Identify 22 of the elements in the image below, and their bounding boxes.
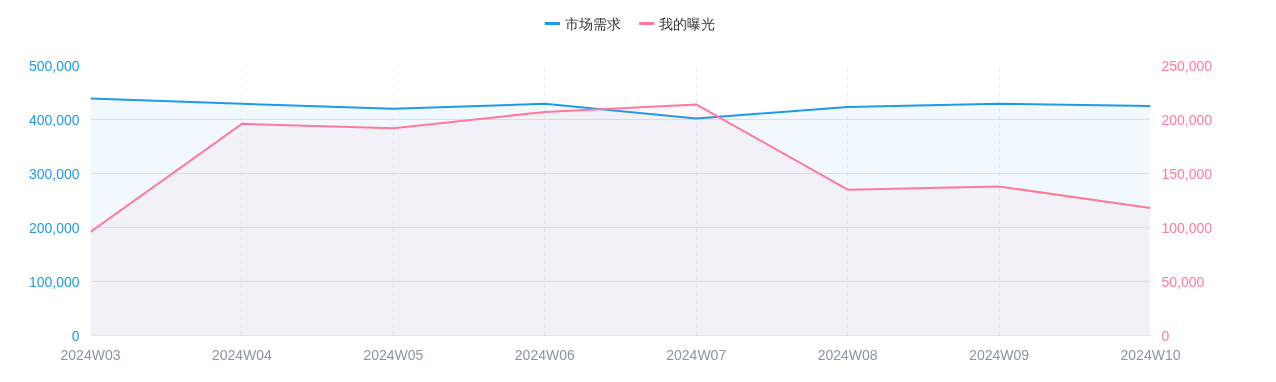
y-tick-label: 300,000 [28, 165, 80, 182]
legend-label: 我的曝光 [659, 15, 716, 32]
x-tick-label: 2024W03 [60, 346, 121, 363]
y-tick-label: 200,000 [28, 219, 80, 236]
y2-tick-label: 200,000 [1161, 111, 1213, 128]
x-tick-label: 2024W05 [363, 346, 424, 363]
y2-tick-label: 250,000 [1161, 57, 1213, 74]
legend-label: 市场需求 [564, 15, 621, 32]
y2-tick-label: 0 [1161, 327, 1170, 344]
y-tick-label: 400,000 [28, 111, 80, 128]
x-tick-label: 2024W06 [514, 346, 575, 363]
y2-tick-label: 100,000 [1161, 219, 1213, 236]
y-tick-label: 500,000 [28, 57, 80, 74]
y-tick-label: 0 [71, 327, 80, 344]
x-tick-label: 2024W10 [1120, 346, 1181, 363]
x-tick-label: 2024W04 [211, 346, 273, 363]
y2-tick-label: 150,000 [1161, 165, 1213, 182]
x-tick-label: 2024W08 [817, 346, 878, 363]
y2-tick-label: 50,000 [1161, 273, 1205, 290]
x-tick-label: 2024W09 [969, 346, 1030, 363]
y-tick-label: 100,000 [28, 273, 80, 290]
x-tick-label: 2024W07 [666, 346, 727, 363]
